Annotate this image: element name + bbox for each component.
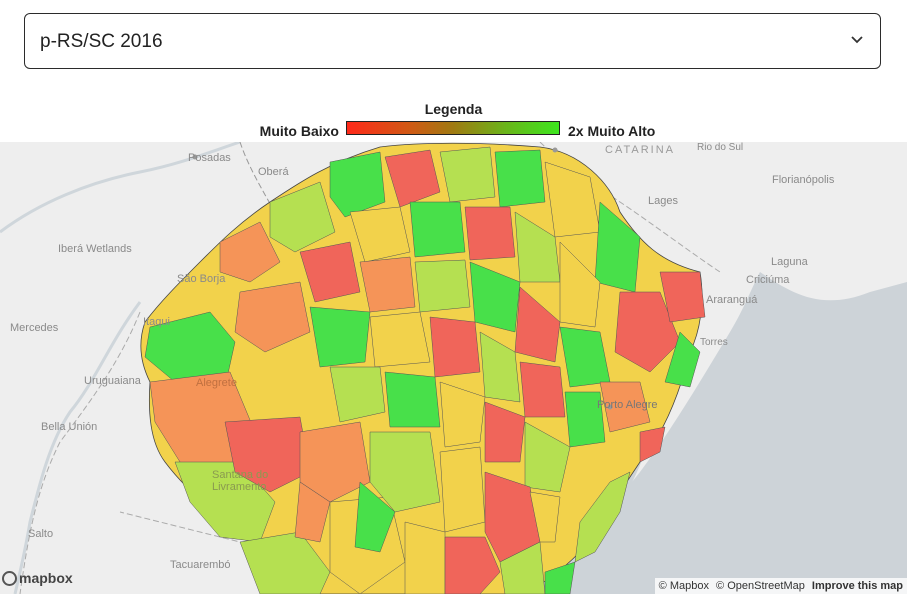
attribution-osm-link[interactable]: © OpenStreetMap <box>716 580 805 592</box>
mapbox-logo-text: mapbox <box>19 570 73 586</box>
attribution-mapbox-link[interactable]: © Mapbox <box>658 580 709 592</box>
legend-low-label: Muito Baixo <box>259 123 339 139</box>
map-label-mercedes: Mercedes <box>10 322 59 334</box>
city-dot <box>192 154 198 160</box>
map-label-torres: Torres <box>700 337 728 348</box>
map-label-criciuma: Criciúma <box>746 274 790 286</box>
map-label-alegrete: Alegrete <box>196 377 237 389</box>
map-label-rio-do-sul: Rio do Sul <box>697 142 744 153</box>
map-label-uruguaiana: Uruguaiana <box>84 375 141 387</box>
city-dot <box>552 147 558 153</box>
river <box>0 142 241 234</box>
map-label-ibera: Iberá Wetlands <box>58 243 132 255</box>
municipalities[interactable] <box>144 146 706 594</box>
river <box>13 301 142 594</box>
legend-title: Legenda <box>424 101 483 117</box>
map-label-catarina: CATARINA <box>605 144 675 156</box>
map-label-salto: Salto <box>28 528 54 540</box>
mapbox-logo[interactable]: mapbox <box>2 570 73 586</box>
map-label-bella-union: Bella Unión <box>41 421 98 433</box>
select-value: p-RS/SC 2016 <box>40 31 163 52</box>
map-label-porto-alegre: Porto Alegre <box>597 399 658 411</box>
improve-map-link[interactable]: Improve this map <box>811 580 903 592</box>
map-label-itaqui: Itaqui <box>143 316 170 328</box>
map-canvas[interactable] <box>0 142 907 594</box>
map-label-laguna: Laguna <box>771 256 808 268</box>
map-label-santana: Santana do <box>212 469 269 481</box>
legend-color-bar <box>346 121 560 135</box>
border-line <box>19 311 141 594</box>
map-label-tacuarembo: Tacuarembó <box>170 559 231 571</box>
map-label-obera: Oberá <box>258 166 289 178</box>
map-label-lages: Lages <box>648 195 678 207</box>
choropleth-map[interactable]: Posadas Oberá CATARINA Rio do Sul Floria… <box>0 142 907 594</box>
chevron-down-icon <box>851 36 863 44</box>
map-label-livramento: Livramento <box>212 481 267 493</box>
map-attribution: © Mapbox © OpenStreetMap Improve this ma… <box>654 578 907 594</box>
map-label-ararangua: Araranguá <box>706 294 758 306</box>
map-label-sao-borja: São Borja <box>177 273 226 285</box>
map-label-posadas: Posadas <box>188 152 231 164</box>
city-dot <box>607 404 613 410</box>
map-label-florianopolis: Florianópolis <box>772 174 835 186</box>
year-dataset-select[interactable]: p-RS/SC 2016 <box>24 13 881 69</box>
legend-high-label: 2x Muito Alto <box>568 123 656 139</box>
mapbox-logo-icon <box>2 570 17 586</box>
